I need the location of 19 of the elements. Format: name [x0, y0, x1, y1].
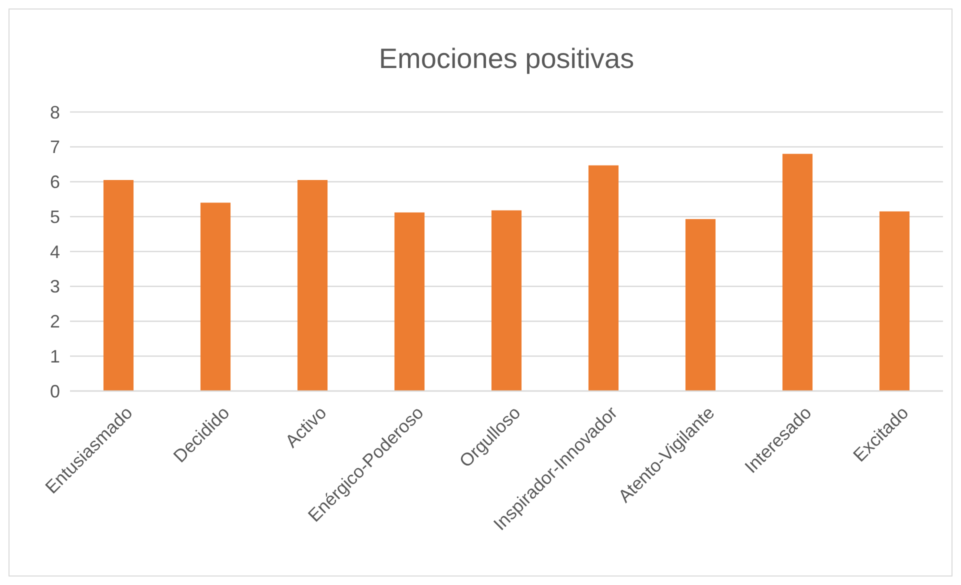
bar	[297, 180, 328, 391]
y-tick-label: 7	[50, 137, 60, 158]
y-tick-label: 2	[50, 312, 60, 332]
bar	[588, 165, 619, 391]
y-tick-label: 6	[50, 172, 60, 192]
y-tick-label: 5	[50, 206, 60, 227]
bar	[103, 180, 134, 391]
y-tick-label: 1	[50, 346, 60, 366]
bar	[782, 154, 813, 391]
bar	[200, 202, 231, 391]
bar	[394, 212, 425, 391]
y-tick-label: 0	[50, 381, 60, 402]
bar	[685, 219, 716, 391]
bar	[879, 211, 910, 391]
y-tick-label: 3	[50, 276, 60, 297]
bar	[491, 210, 522, 391]
y-tick-label: 8	[50, 102, 60, 122]
chart-title: Emociones positivas	[378, 43, 634, 74]
y-tick-label: 4	[50, 242, 60, 262]
